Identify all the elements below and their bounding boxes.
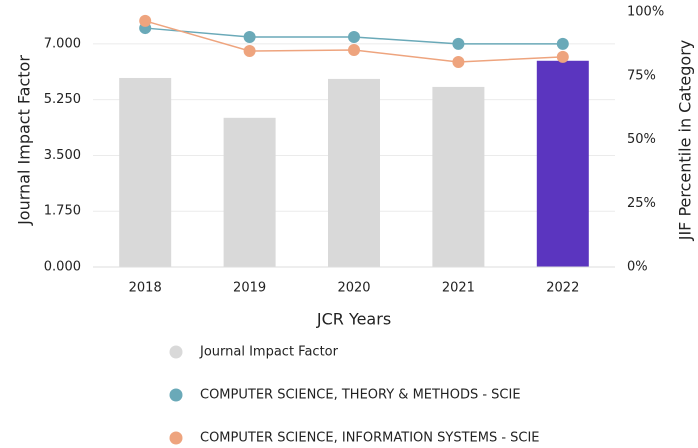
legend-swatch — [169, 431, 183, 445]
point — [348, 30, 360, 43]
x-tick-label: 2019 — [233, 281, 266, 296]
bar — [432, 86, 485, 267]
y2-tick-label: 100% — [627, 5, 664, 20]
x-axis-title: JCR Years — [316, 310, 391, 329]
x-tick-label: 2021 — [442, 281, 475, 296]
bar — [119, 77, 172, 267]
y2-tick-label: 0% — [627, 260, 648, 275]
point — [556, 37, 569, 50]
point — [556, 50, 569, 63]
point — [243, 30, 256, 43]
y2-tick-label: 75% — [627, 68, 656, 83]
y-tick-label: 0.000 — [44, 260, 81, 275]
bar — [328, 78, 380, 267]
legend-swatch — [169, 345, 183, 359]
point — [452, 37, 465, 50]
legend-label: COMPUTER SCIENCE, INFORMATION SYSTEMS - … — [200, 431, 540, 446]
x-tick-label: 2022 — [546, 281, 579, 296]
y-axis-title: Journal Impact Factor — [15, 55, 34, 226]
bar — [223, 117, 276, 267]
x-tick-label: 2020 — [337, 281, 370, 296]
y-tick-label: 5.250 — [44, 92, 81, 107]
y2-axis-title: JIF Percentile in Category — [676, 40, 695, 242]
y-tick-label: 1.750 — [44, 204, 81, 219]
legend-label: Journal Impact Factor — [199, 345, 339, 360]
legend-label: COMPUTER SCIENCE, THEORY & METHODS - SCI… — [200, 388, 521, 403]
bar — [536, 60, 589, 267]
point — [452, 55, 465, 68]
x-tick-label: 2018 — [129, 281, 162, 296]
y-tick-label: 7.000 — [44, 36, 81, 51]
y-tick-label: 3.500 — [44, 148, 81, 163]
y2-tick-label: 50% — [627, 132, 656, 147]
point — [243, 45, 256, 58]
y2-tick-label: 25% — [627, 196, 656, 211]
point — [139, 14, 152, 27]
point — [348, 43, 360, 56]
legend-swatch — [169, 388, 183, 402]
